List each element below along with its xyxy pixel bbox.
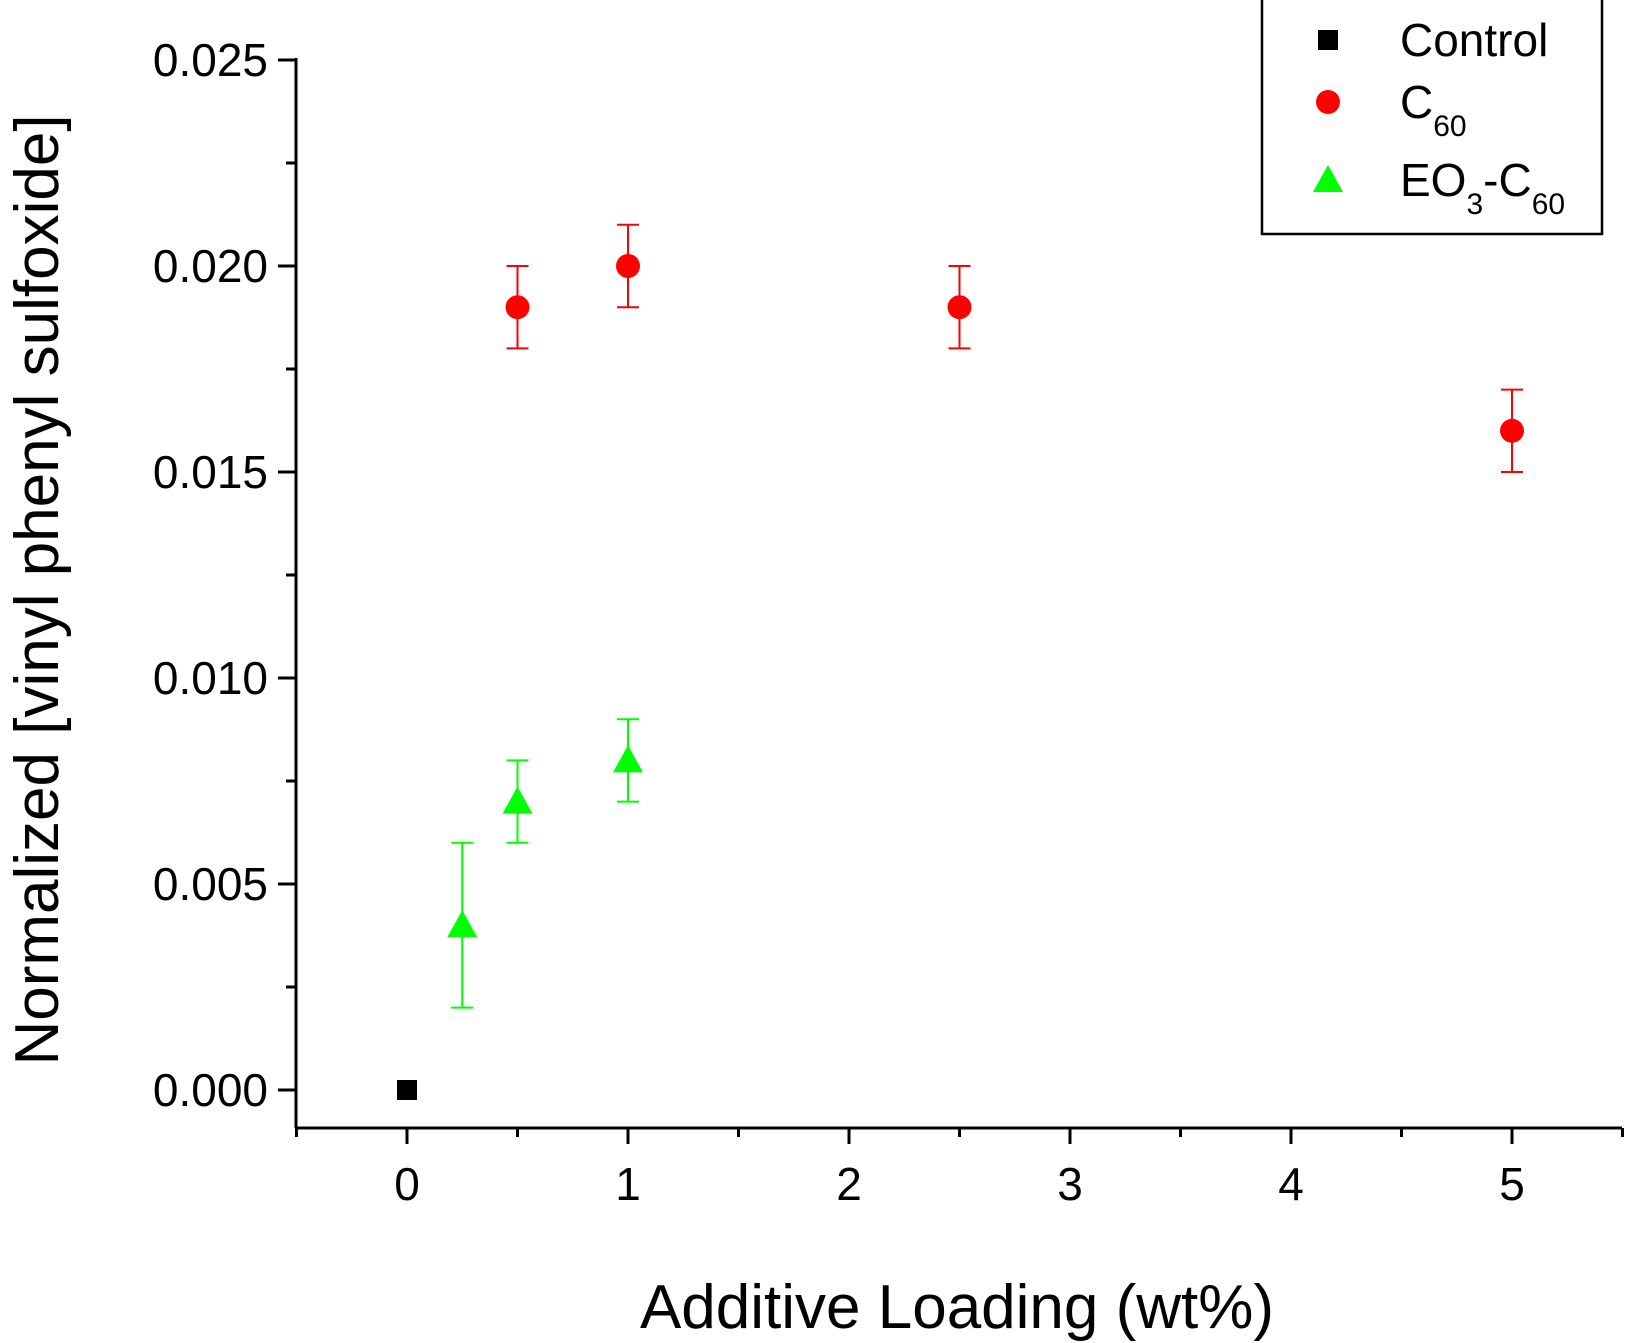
- data-point: [505, 295, 530, 320]
- y-tick-label: 0.005: [153, 858, 268, 910]
- data-point: [947, 295, 972, 320]
- legend-label: EO3-C60: [1400, 154, 1565, 221]
- legend-marker: [1313, 165, 1343, 192]
- legend-marker: [1316, 90, 1340, 114]
- x-tick-label: 4: [1278, 1158, 1304, 1210]
- x-tick-label: 3: [1057, 1158, 1083, 1210]
- data-point: [447, 910, 478, 938]
- x-axis-title: Additive Loading (wt%): [640, 1273, 1274, 1342]
- data-point: [397, 1080, 417, 1100]
- y-tick-label: 0.010: [153, 652, 268, 704]
- y-tick-label: 0.025: [153, 34, 268, 86]
- data-point: [616, 254, 640, 278]
- data-point: [613, 745, 643, 773]
- data-point: [502, 786, 533, 814]
- x-tick-label: 2: [836, 1158, 862, 1210]
- x-axis-ticks: 0 1 2 3 4 5: [295, 1128, 1624, 1210]
- series-EO3-C60: [447, 718, 643, 1009]
- series-C60: [505, 223, 1524, 473]
- x-tick-label: 1: [615, 1158, 641, 1210]
- y-tick-label: 0.015: [153, 446, 268, 498]
- legend-marker: [1318, 30, 1338, 50]
- data-marks: [397, 223, 1524, 1100]
- y-tick-label: 0.020: [153, 240, 268, 292]
- series-Control: [397, 1080, 417, 1100]
- y-axis-ticks: 0.000 0.005 0.010 0.015 0.020 0.025: [153, 34, 296, 1116]
- x-tick-label: 5: [1499, 1158, 1525, 1210]
- y-axis-title: Normalized [vinyl phenyl sulfoxide]: [3, 114, 72, 1065]
- data-point: [1500, 418, 1524, 443]
- y-tick-label: 0.000: [153, 1064, 268, 1116]
- legend: Control C60 EO3-C60: [1260, 0, 1604, 236]
- legend-label: Control: [1400, 14, 1548, 66]
- legend-label: C60: [1400, 76, 1467, 143]
- x-tick-label: 0: [394, 1158, 420, 1210]
